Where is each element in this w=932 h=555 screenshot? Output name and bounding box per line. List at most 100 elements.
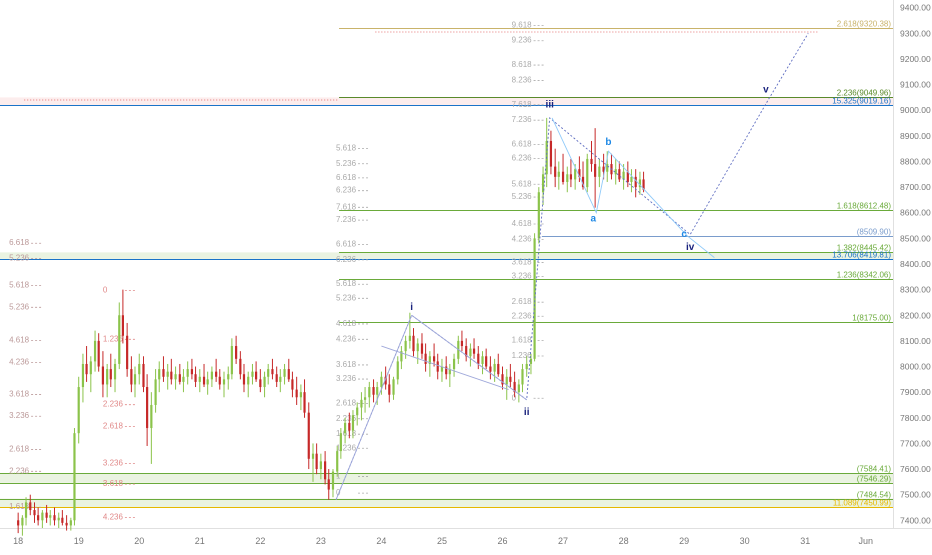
level-label: 15.325(9019.16) <box>832 97 891 106</box>
candle-body <box>222 379 226 385</box>
candle-body <box>436 361 439 372</box>
candle-body <box>517 384 520 393</box>
level-label: (8509.90) <box>857 228 892 237</box>
candle-body <box>452 358 456 370</box>
candle-body <box>315 453 318 470</box>
candle-body <box>343 422 347 434</box>
candle-body <box>57 517 60 521</box>
candle-body <box>29 502 32 511</box>
time-tick-label: 23 <box>316 536 326 546</box>
time-axis[interactable]: 18 19 20 21 22 23 24 25 26 27 28 29 30 31 Jun <box>13 536 873 546</box>
price-tick-label: 8200.00 <box>900 310 931 320</box>
ladder-label: 3.618 <box>103 479 124 488</box>
candle-body <box>319 461 322 470</box>
level-label: (7584.41) <box>857 465 892 474</box>
candle-body <box>372 387 375 395</box>
candle-body <box>146 387 149 429</box>
candle-body <box>279 376 282 382</box>
candle-body <box>267 369 270 377</box>
price-axis[interactable]: 7400.00 7500.00 7600.00 7700.00 7800.00 7900.… <box>900 3 931 526</box>
candle-body <box>283 369 286 377</box>
ladder-label: 5.618 <box>9 281 30 290</box>
ladder-label: 7.618 <box>512 100 533 109</box>
candle-body <box>109 369 112 380</box>
candle-body <box>118 315 121 364</box>
wave-label: i <box>410 302 413 313</box>
candle-body <box>566 174 569 182</box>
candle-body <box>424 353 427 364</box>
ladder-label: 6.236 <box>336 186 357 195</box>
level-label: (7546.29) <box>857 475 892 484</box>
candle-body <box>154 379 157 405</box>
candle-body <box>489 366 492 372</box>
candle-body <box>416 343 419 352</box>
candle-body <box>363 397 367 400</box>
ladder-label: 2.236 <box>336 414 357 423</box>
ladder-label: 7.618 <box>336 202 357 211</box>
wave-label: c <box>681 229 687 240</box>
fib-ladders: 9.618 9.236 8.618 8.236 7.618 7.236 6.618 6.236… <box>9 20 546 521</box>
ladder-label: 1.236 <box>512 351 533 360</box>
ladder-label: 9.236 <box>512 36 533 45</box>
abc-correction-path <box>551 117 715 258</box>
price-tick-label: 8900.00 <box>900 131 931 141</box>
ladder-label: 9.618 <box>512 20 533 29</box>
price-tick-label: 7500.00 <box>900 490 931 500</box>
candle-body <box>150 404 153 429</box>
candle-body <box>348 422 351 431</box>
price-tick-label: 8700.00 <box>900 182 931 192</box>
price-tick-label: 7800.00 <box>900 413 931 423</box>
candle-body <box>307 412 310 459</box>
candle-body <box>287 369 290 380</box>
candle-body <box>324 461 327 480</box>
candle-body <box>303 392 306 413</box>
ladder-label: 0 <box>103 286 108 295</box>
time-tick-label: 25 <box>437 536 447 546</box>
price-tick-label: 9200.00 <box>900 54 931 64</box>
candle-body <box>235 346 238 359</box>
candle-body <box>634 176 637 188</box>
candle-body <box>230 346 233 375</box>
ladder-label: 3.618 <box>9 389 30 398</box>
time-axis-background <box>0 528 932 550</box>
ladder-label: 1.618 <box>9 502 30 511</box>
candle-body <box>606 164 609 172</box>
candle-body <box>331 471 335 490</box>
candle-body <box>275 374 278 382</box>
candle-body <box>598 166 601 177</box>
candle-body <box>638 179 642 188</box>
candle-body <box>142 363 145 388</box>
candle-body <box>594 164 597 177</box>
candle-body <box>626 171 629 182</box>
ladder-label: 5.618 <box>336 279 357 288</box>
ladder-label: 2.236 <box>512 311 533 320</box>
ladder-label: 6.236 <box>336 255 357 264</box>
price-tick-label: 8800.00 <box>900 156 931 166</box>
fib-levels: 2.618(9320.38) 2.236(9049.96)15.325(9019.… <box>0 20 893 508</box>
candle-body <box>388 384 391 395</box>
resistance-zone <box>0 97 893 106</box>
candle-body <box>182 376 185 382</box>
candle-body <box>170 371 173 380</box>
candle-body <box>400 351 403 362</box>
candle-body <box>396 361 399 380</box>
ladder-label: 5.236 <box>9 254 30 263</box>
ladder-label: 5.236 <box>9 302 30 311</box>
candle-body <box>537 192 540 239</box>
level-label: (7484.54) <box>857 491 892 500</box>
time-tick-label: 20 <box>134 536 144 546</box>
candle-body <box>49 515 52 518</box>
candle-body <box>557 171 560 177</box>
ladder-label: 8.236 <box>512 75 533 84</box>
ladder-label: 1.236 <box>103 334 124 343</box>
price-tick-label: 7400.00 <box>900 515 931 525</box>
wave-i-line <box>335 315 413 500</box>
wave-label: a <box>591 214 597 225</box>
candle-body <box>505 376 508 385</box>
ladder-label: 3.236 <box>512 272 533 281</box>
time-tick-label: Jun <box>858 536 873 546</box>
ladder-label: 2.236 <box>9 466 30 475</box>
